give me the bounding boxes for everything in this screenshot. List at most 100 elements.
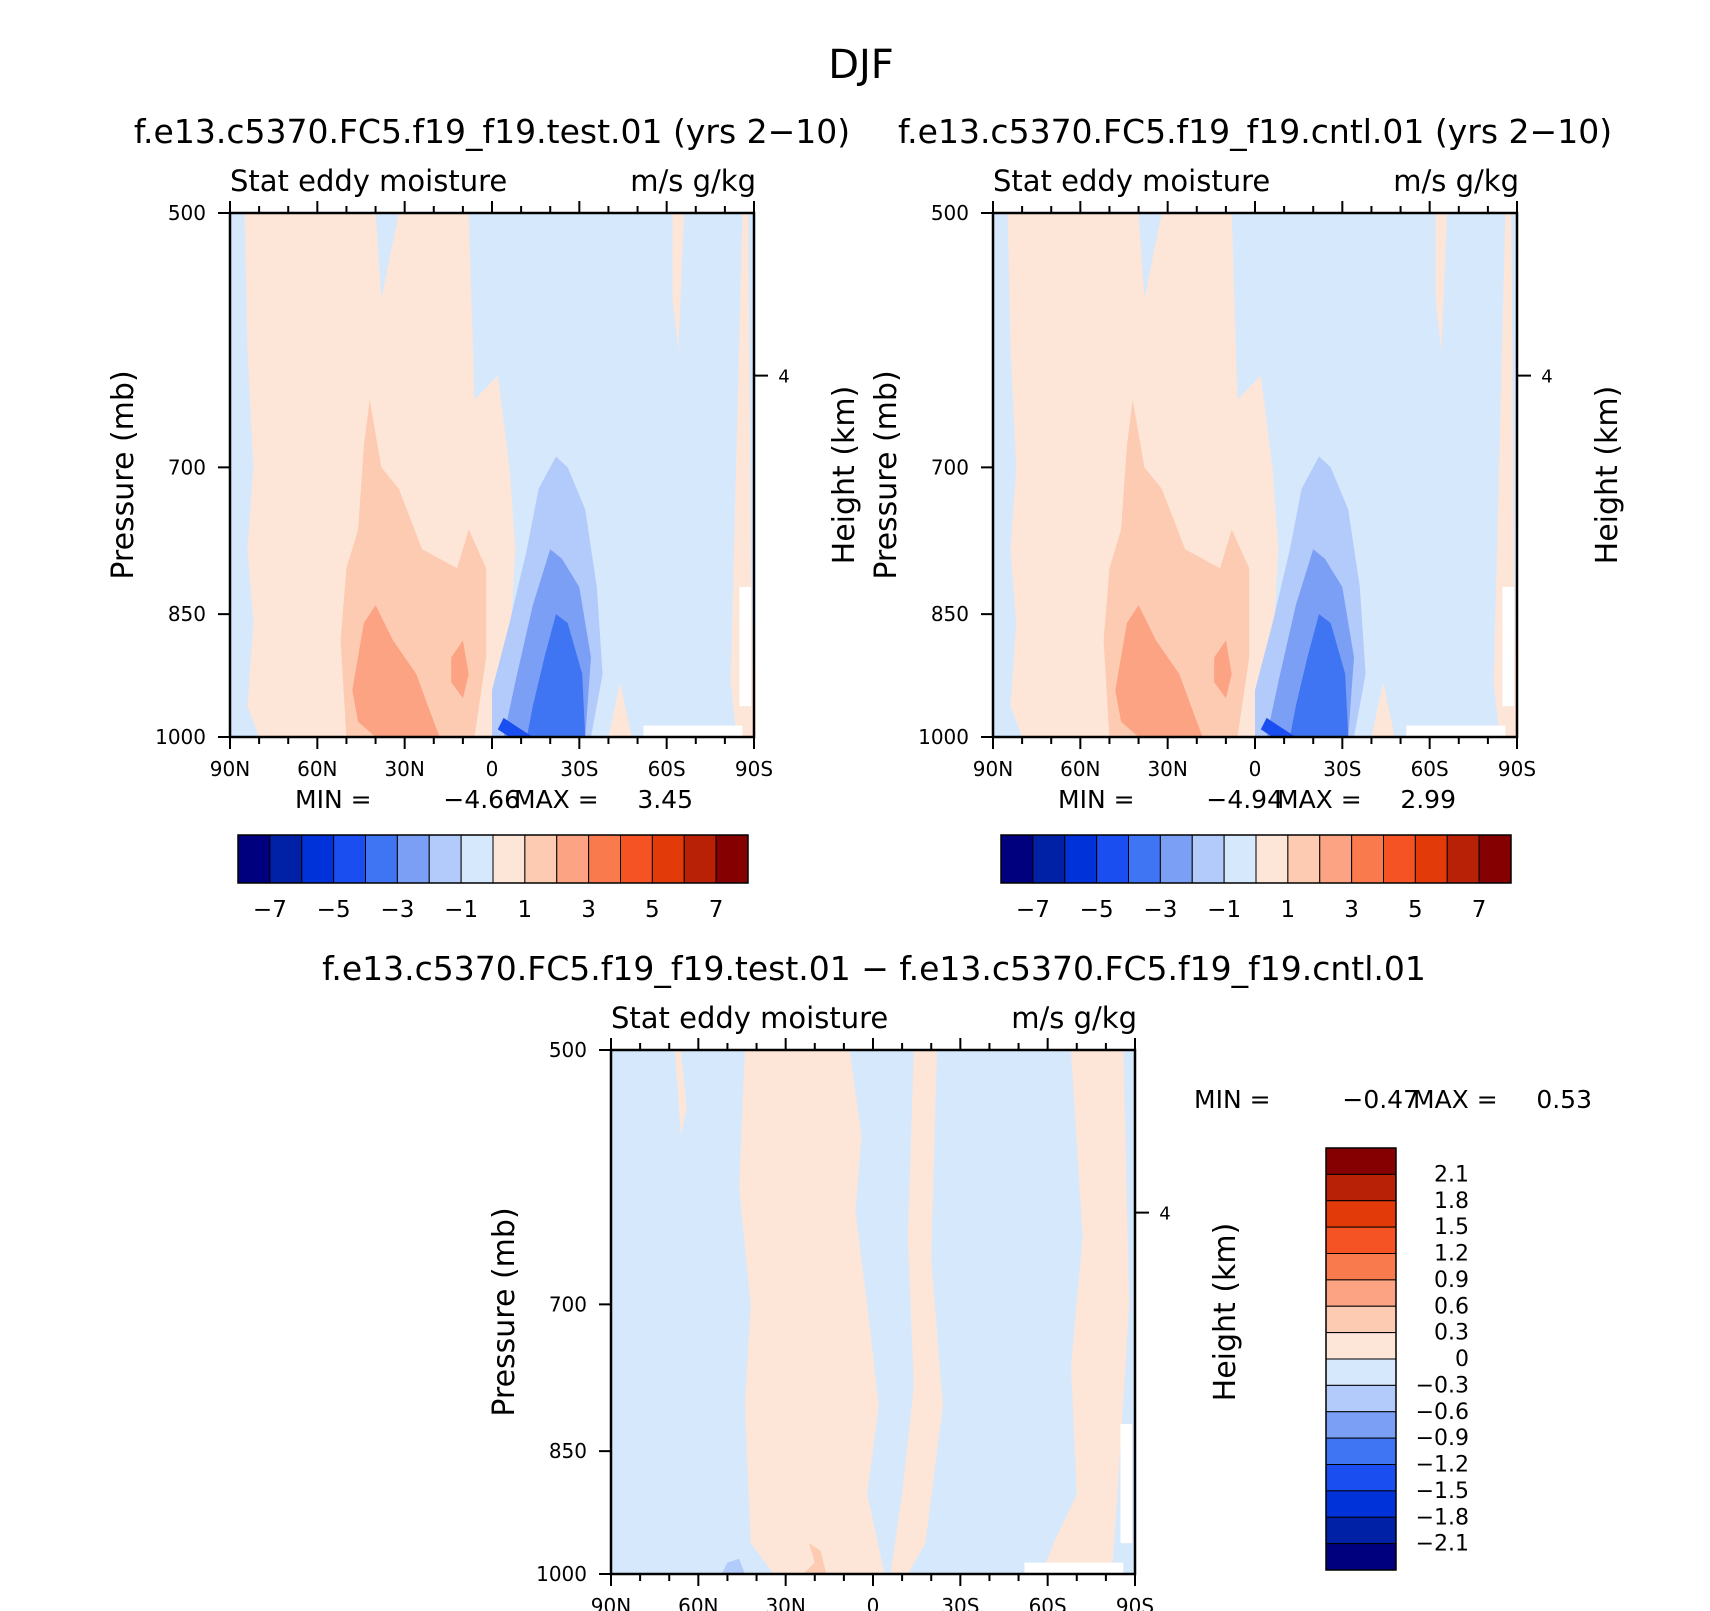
max-label: MAX = <box>514 785 599 814</box>
colorbar-box <box>588 834 621 884</box>
x-tick-label: 60N <box>678 1594 718 1611</box>
x-tick-label: 90N <box>210 757 250 781</box>
colorbar-box <box>428 834 462 884</box>
colorbar-tick-label: 5 <box>1408 897 1423 923</box>
colorbar-box <box>1325 1305 1397 1334</box>
left-string: Stat eddy moisture <box>230 164 507 198</box>
x-tick-label: 30N <box>765 1594 805 1611</box>
min-label: MIN = <box>1058 785 1135 814</box>
x-tick-label: 90S <box>1498 757 1536 781</box>
contour-region-test-3 <box>608 682 632 737</box>
colorbar-box <box>460 834 494 884</box>
min-value: −0.47 <box>1342 1085 1419 1114</box>
colorbar-tick-label: −3 <box>1143 897 1177 923</box>
right-tick-label: 4 <box>1159 1204 1170 1225</box>
max-label: MAX = <box>1413 1085 1498 1114</box>
colorbar-tick-label: −7 <box>253 897 287 923</box>
y-tick-label: 700 <box>931 455 969 479</box>
y-axis-title: Pressure (mb) <box>869 370 904 579</box>
colorbar-box <box>1325 1384 1397 1413</box>
colorbar-box <box>1325 1147 1397 1175</box>
colorbar-box <box>1446 834 1480 884</box>
max-value: 2.99 <box>1400 785 1456 814</box>
y-tick-label: 1000 <box>918 725 969 749</box>
x-tick-label: 30N <box>1147 757 1187 781</box>
contour-region-cntl-3 <box>1371 682 1395 737</box>
colorbar-box <box>237 834 271 884</box>
x-tick-label: 60S <box>1029 1594 1067 1611</box>
colorbar-box <box>556 834 590 884</box>
colorbar-box <box>1032 834 1066 884</box>
panel-title-diff: f.e13.c5370.FC5.f19_f19.test.01 − f.e13.… <box>322 949 1426 988</box>
right-string: m/s g/kg <box>630 164 756 198</box>
x-tick-label: 60N <box>297 757 337 781</box>
panel-title-test: f.e13.c5370.FC5.f19_f19.test.01 (yrs 2−1… <box>134 112 850 151</box>
colorbar-box <box>269 834 303 884</box>
y-tick-label: 850 <box>549 1439 587 1463</box>
colorbar-tick-label: −1.2 <box>1416 1453 1469 1478</box>
colorbar-box <box>1325 1543 1397 1571</box>
colorbar-box <box>1414 834 1448 884</box>
colorbar-box <box>1000 834 1034 884</box>
colorbar-tick-label: 3 <box>1344 897 1359 923</box>
y-axis-title: Pressure (mb) <box>106 370 141 579</box>
y-axis-right-title: Height (km) <box>827 386 862 565</box>
contour-region-test-10 <box>497 717 533 737</box>
colorbar-box <box>1325 1173 1397 1202</box>
colorbar-box <box>1478 834 1512 884</box>
min-value: −4.94 <box>1206 785 1283 814</box>
colorbar-tick-label: 1.8 <box>1434 1189 1469 1214</box>
colorbar-tick-label: −0.6 <box>1416 1400 1469 1425</box>
colorbar-tick-label: 7 <box>1472 897 1487 923</box>
colorbar-tick-label: 1.5 <box>1434 1215 1469 1240</box>
colorbar-tick-label: 3 <box>581 897 596 923</box>
colorbar-box <box>1319 834 1353 884</box>
right-string: m/s g/kg <box>1393 164 1519 198</box>
missing-data-edge-diff <box>1120 1423 1133 1544</box>
colorbar-tick-label: 0 <box>1455 1347 1469 1372</box>
colorbar-tick-label: 1 <box>1281 897 1296 923</box>
contour-region-cntl-10 <box>1260 717 1296 737</box>
right-tick-label: 4 <box>1541 367 1552 388</box>
colorbar-box <box>620 834 653 884</box>
left-string: Stat eddy moisture <box>611 1001 888 1035</box>
y-axis-right-title: Height (km) <box>1208 1223 1243 1402</box>
colorbar-box <box>1223 834 1257 884</box>
colorbar-tick-label: 5 <box>645 897 660 923</box>
x-tick-label: 60S <box>1411 757 1449 781</box>
x-tick-label: 30S <box>1323 757 1361 781</box>
colorbar-box <box>1325 1332 1397 1360</box>
colorbar-tick-label: 0.9 <box>1434 1268 1469 1293</box>
x-tick-label: 60N <box>1060 757 1100 781</box>
field-background-diff <box>611 1050 1135 1574</box>
contour-region-diff-3 <box>675 1050 687 1136</box>
max-value: 3.45 <box>637 785 693 814</box>
missing-data-diff <box>1024 1562 1124 1574</box>
colorbar-box <box>396 834 430 884</box>
x-tick-label: 90S <box>735 757 773 781</box>
contour-region-diff-1 <box>890 1050 943 1574</box>
colorbar-tick-label: −1.8 <box>1416 1505 1469 1530</box>
min-label: MIN = <box>295 785 372 814</box>
colorbar-box <box>1325 1358 1397 1386</box>
colorbar-box <box>1351 834 1384 884</box>
y-tick-label: 850 <box>168 602 206 626</box>
y-tick-label: 700 <box>549 1292 587 1316</box>
colorbar-box <box>1325 1200 1397 1228</box>
contour-region-diff-5 <box>721 1558 745 1574</box>
y-tick-label: 1000 <box>155 725 206 749</box>
colorbar-tick-label: 0.3 <box>1434 1321 1469 1346</box>
x-tick-label: 90S <box>1116 1594 1154 1611</box>
contour-region-test-5 <box>352 605 440 737</box>
colorbar-tick-label: −0.3 <box>1416 1373 1469 1398</box>
contour-region-diff-0 <box>739 1050 885 1574</box>
colorbar-tick-label: 7 <box>709 897 724 923</box>
colorbar-box <box>301 834 335 884</box>
colorbar-frame-cntl <box>1000 834 1512 884</box>
colorbar-box <box>1325 1411 1397 1439</box>
colorbar-box <box>715 834 749 884</box>
colorbar-box <box>683 834 717 884</box>
colorbar-tick-label: −7 <box>1016 897 1050 923</box>
